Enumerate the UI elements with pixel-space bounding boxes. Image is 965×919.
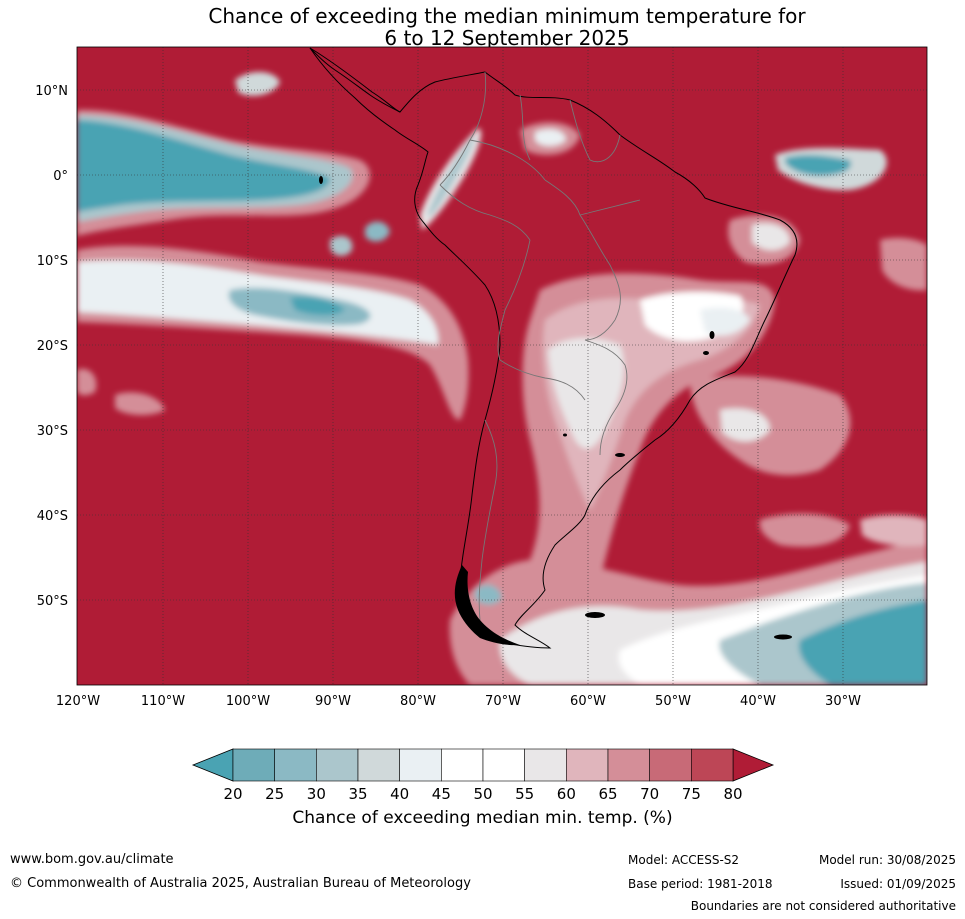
colorbar-swatch (232, 748, 275, 782)
country-borders (439, 71, 641, 621)
colorbar-tick-label: 60 (557, 785, 576, 803)
lat-label: 0° (53, 169, 68, 184)
colorbar-title: Chance of exceeding median min. temp. (%… (292, 808, 673, 828)
colorbar-extend-high (732, 748, 775, 782)
lat-label: 30°S (37, 424, 68, 439)
lon-label: 110°W (141, 694, 185, 709)
colorbar-swatch (441, 748, 484, 782)
colorbar-tick-label: 75 (682, 785, 701, 803)
website-link[interactable]: www.bom.gov.au/climate (10, 852, 174, 867)
longitude-labels: 120°W 110°W 100°W 90°W 80°W 70°W 60°W 50… (56, 694, 861, 709)
lon-label: 120°W (56, 694, 100, 709)
colorbar-tick-label: 55 (515, 785, 534, 803)
issued-date: Issued: 01/09/2025 (840, 877, 956, 891)
central-america-coastline (309, 47, 401, 113)
colorbar-tick-label: 35 (348, 785, 367, 803)
lon-label: 80°W (400, 694, 436, 709)
lon-label: 50°W (655, 694, 691, 709)
map-title-line1: Chance of exceeding the median minimum t… (208, 4, 806, 28)
plot-frame (76, 46, 928, 686)
colorbar-tick-label: 20 (223, 785, 242, 803)
boundaries-disclaimer: Boundaries are not considered authoritat… (690, 899, 956, 913)
copyright-text: © Commonwealth of Australia 2025, Austra… (10, 876, 471, 891)
island-marks (319, 176, 792, 640)
lat-label: 20°S (37, 339, 68, 354)
lon-label: 30°W (825, 694, 861, 709)
lat-label: 10°S (37, 254, 68, 269)
lon-label: 40°W (740, 694, 776, 709)
lon-label: 70°W (485, 694, 521, 709)
colorbar-swatch (607, 748, 650, 782)
colorbar-swatch (566, 748, 609, 782)
colorbar-swatch (316, 748, 359, 782)
colorbar-swatch (524, 748, 567, 782)
model-run-date: Model run: 30/08/2025 (818, 853, 956, 867)
colorbar-swatch (357, 748, 400, 782)
colorbar-swatch (274, 748, 317, 782)
colorbar: 20 25 30 35 40 45 50 55 60 65 70 75 80 (191, 748, 775, 803)
lat-label: 10°N (35, 84, 68, 99)
south-america-coastline (309, 47, 798, 649)
base-period: Base period: 1981-2018 (628, 877, 773, 891)
chile-fjords (454, 565, 520, 646)
colorbar-tick-label: 65 (598, 785, 617, 803)
colorbar-tick-label: 80 (723, 785, 742, 803)
colorbar-tick-label: 40 (390, 785, 409, 803)
colorbar-swatch (399, 748, 442, 782)
lon-label: 60°W (570, 694, 606, 709)
colorbar-swatch (691, 748, 734, 782)
colorbar-tick-label: 45 (432, 785, 451, 803)
colorbar-tick-label: 25 (265, 785, 284, 803)
colorbar-swatch (482, 748, 525, 782)
probability-field (77, 47, 927, 685)
map-title-line2: 6 to 12 September 2025 (384, 26, 630, 50)
graticule (77, 47, 927, 685)
colorbar-tick-label: 70 (640, 785, 659, 803)
colorbar-tick-label: 30 (307, 785, 326, 803)
lat-label: 40°S (37, 509, 68, 524)
lat-label: 50°S (37, 594, 68, 609)
latitude-labels: 10°N 0° 10°S 20°S 30°S 40°S 50°S (35, 84, 68, 609)
model-name: Model: ACCESS-S2 (628, 853, 740, 867)
colorbar-tick-label: 50 (473, 785, 492, 803)
colorbar-swatch (649, 748, 692, 782)
colorbar-extend-low (191, 748, 234, 782)
lon-label: 90°W (315, 694, 351, 709)
lon-label: 100°W (226, 694, 270, 709)
